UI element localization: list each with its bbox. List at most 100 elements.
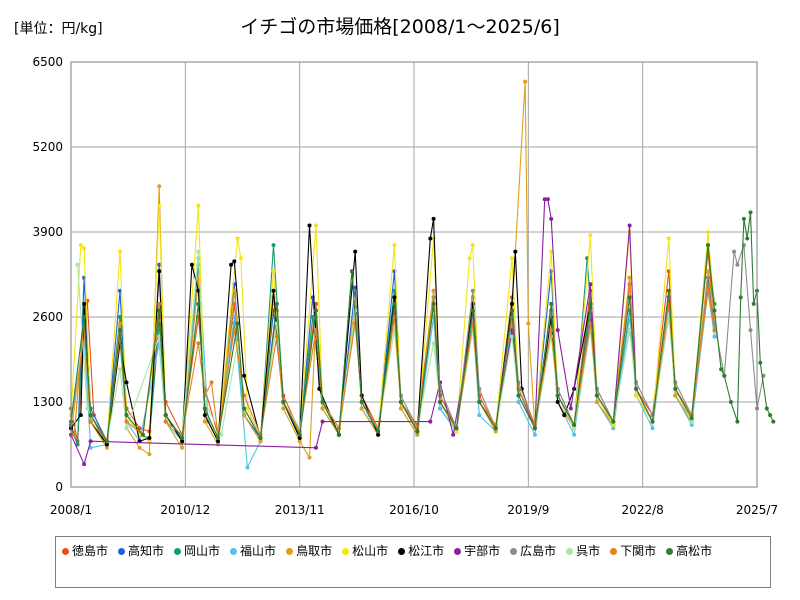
legend-marker xyxy=(230,548,238,555)
data-point xyxy=(219,432,224,437)
data-point xyxy=(137,445,142,450)
legend-item: 広島市 xyxy=(510,541,556,561)
data-point xyxy=(88,439,93,444)
data-point xyxy=(712,308,717,313)
data-point xyxy=(235,321,240,326)
legend-label: 高知市 xyxy=(128,544,165,558)
data-point xyxy=(706,243,710,248)
data-point xyxy=(627,223,632,228)
data-point xyxy=(297,439,302,444)
data-point xyxy=(196,288,201,293)
data-point xyxy=(216,436,220,440)
data-point xyxy=(202,419,207,424)
x-tick-label: 2013/11 xyxy=(275,503,325,517)
data-point xyxy=(359,400,364,404)
data-point xyxy=(271,288,276,293)
legend-label: 宇部市 xyxy=(464,544,501,558)
data-point xyxy=(336,432,341,437)
legend-label: 徳島市 xyxy=(72,544,109,558)
data-point xyxy=(88,419,93,424)
data-point xyxy=(666,288,671,293)
data-point xyxy=(611,426,616,431)
data-point xyxy=(722,373,727,378)
data-point xyxy=(274,334,279,339)
data-point xyxy=(209,380,214,385)
data-point xyxy=(588,233,593,238)
data-point xyxy=(572,426,577,431)
plot-border xyxy=(70,61,758,488)
data-point xyxy=(627,328,632,333)
data-point xyxy=(477,413,482,418)
y-tick-label: 6500 xyxy=(32,55,63,69)
y-tick-label: 5200 xyxy=(32,140,63,154)
data-point xyxy=(431,301,436,306)
data-point xyxy=(467,256,472,261)
legend-item: 福山市 xyxy=(230,541,276,561)
data-point xyxy=(470,243,475,248)
legend-item: 高知市 xyxy=(118,541,164,561)
series-line xyxy=(70,251,716,444)
data-point xyxy=(493,429,498,434)
data-point xyxy=(85,406,90,411)
data-point xyxy=(689,419,694,424)
data-point xyxy=(510,301,514,306)
data-point xyxy=(104,442,109,447)
data-point xyxy=(163,413,168,418)
data-point xyxy=(526,321,531,326)
data-point xyxy=(307,223,312,228)
data-point xyxy=(568,406,573,411)
data-point xyxy=(157,334,162,339)
data-point xyxy=(741,216,746,221)
data-point xyxy=(650,419,655,424)
y-axis: 0 1300 2600 3900 5200 6500 xyxy=(32,55,63,494)
data-point xyxy=(124,419,129,424)
data-point xyxy=(82,246,87,251)
data-point xyxy=(549,249,554,254)
data-point xyxy=(271,269,276,274)
data-point xyxy=(627,295,632,300)
x-tick-label: 2008/1 xyxy=(50,503,92,517)
data-point xyxy=(118,367,122,372)
data-point xyxy=(415,429,420,434)
legend-marker xyxy=(398,548,406,555)
y-tick-label: 0 xyxy=(55,480,63,494)
data-point xyxy=(549,301,554,306)
data-point xyxy=(147,452,152,457)
series-高松市 xyxy=(69,210,776,444)
legend-marker xyxy=(62,548,69,555)
data-point xyxy=(415,432,420,437)
data-point xyxy=(180,436,185,440)
data-point xyxy=(104,445,109,450)
data-point xyxy=(510,256,514,261)
data-point xyxy=(216,439,220,444)
data-point xyxy=(320,406,325,411)
data-point xyxy=(147,439,152,444)
data-point xyxy=(689,416,694,421)
data-point xyxy=(78,243,83,248)
data-point xyxy=(196,341,201,346)
data-point xyxy=(307,455,312,460)
data-point xyxy=(728,400,733,404)
data-point xyxy=(398,400,403,404)
data-point xyxy=(202,406,207,411)
data-point xyxy=(431,216,436,221)
data-point xyxy=(320,400,325,404)
data-point xyxy=(72,432,77,437)
data-point xyxy=(751,301,756,306)
data-point xyxy=(310,315,315,319)
legend-marker xyxy=(286,548,294,555)
data-point xyxy=(157,262,162,267)
data-point xyxy=(706,288,710,293)
data-point xyxy=(673,393,678,398)
data-point xyxy=(124,380,129,385)
legend-label: 広島市 xyxy=(520,544,557,558)
data-point xyxy=(118,328,122,333)
data-point xyxy=(542,197,547,202)
legend-label: 福山市 xyxy=(240,544,277,558)
data-point xyxy=(431,341,436,346)
data-point xyxy=(238,256,243,261)
data-point xyxy=(451,432,456,437)
data-point xyxy=(562,413,567,418)
data-point xyxy=(513,249,518,254)
data-point xyxy=(189,262,194,267)
